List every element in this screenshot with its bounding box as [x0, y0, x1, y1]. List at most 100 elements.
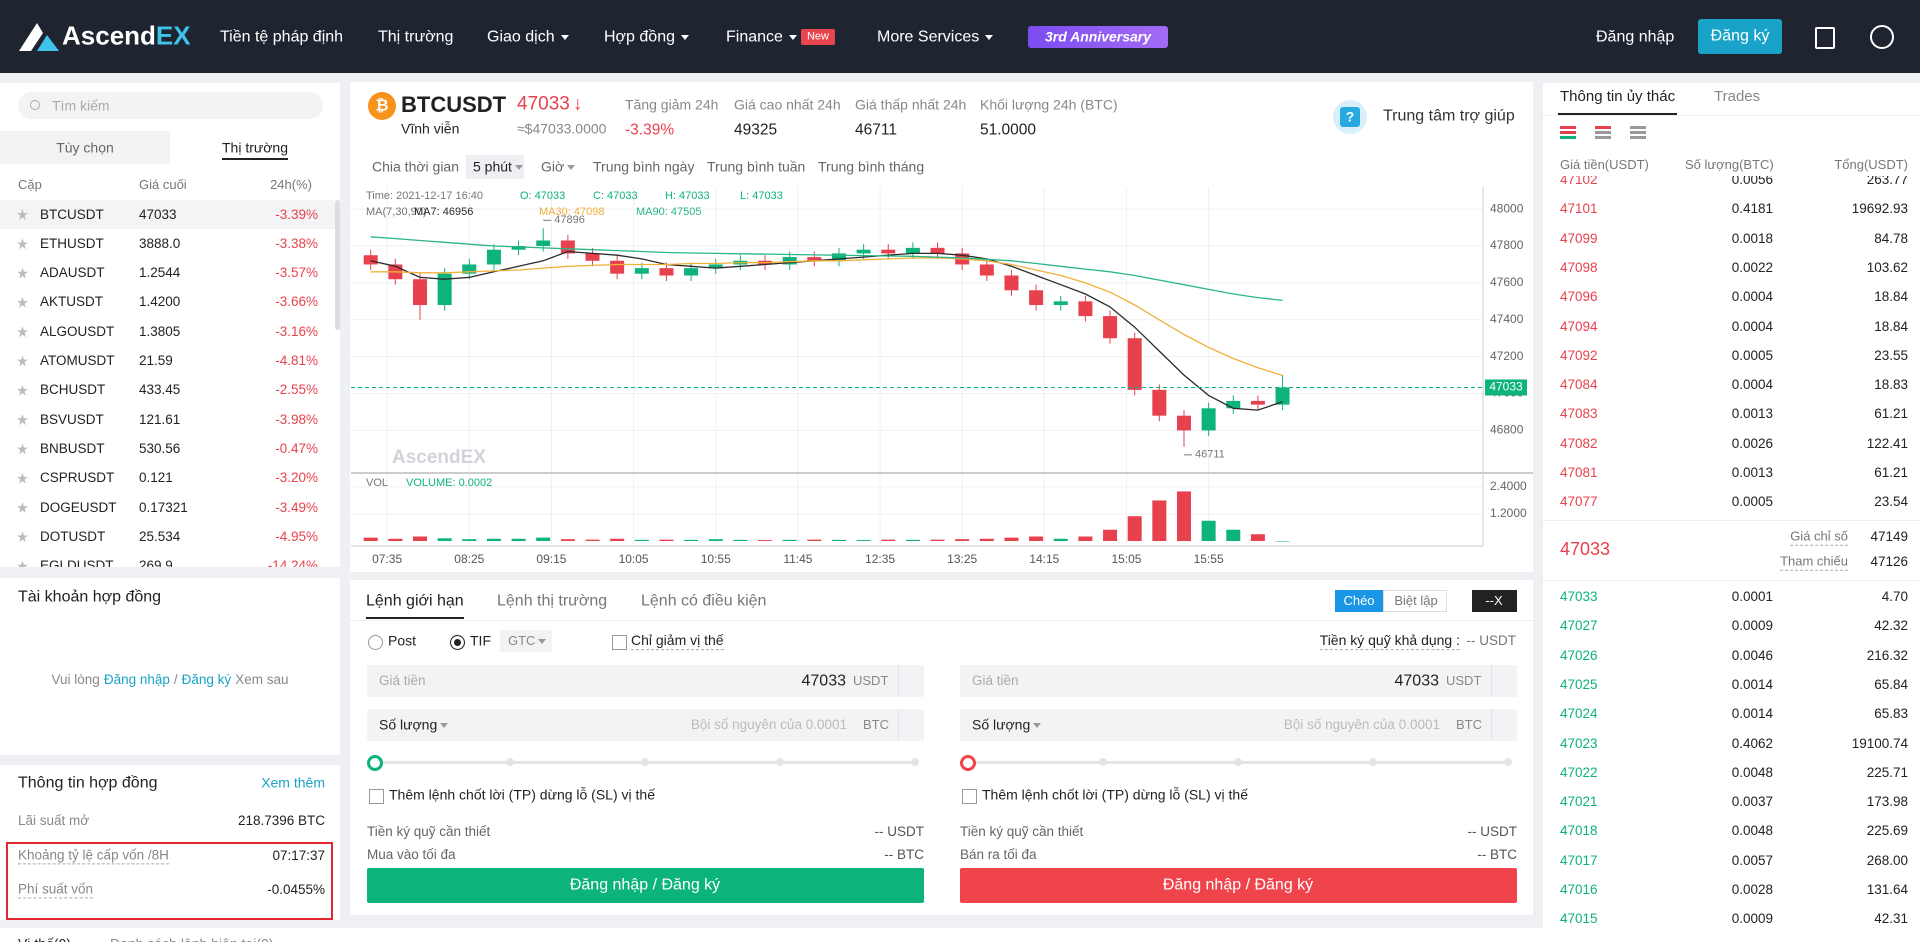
book-price[interactable]: 47021 [1560, 794, 1598, 809]
stepper[interactable] [1491, 709, 1518, 741]
slider-handle[interactable] [960, 755, 976, 771]
market-row[interactable]: EGLDUSDT 269.9 -14.24% [0, 552, 335, 567]
book-total: 263.77 [1866, 176, 1908, 187]
nav-item[interactable]: Giao dịch [487, 28, 555, 46]
nav-item[interactable]: Tiền tệ pháp định [220, 28, 344, 46]
book-total: 61.21 [1874, 464, 1908, 480]
book-tab[interactable]: Trades [1714, 88, 1761, 105]
book-price[interactable]: 47083 [1560, 406, 1598, 422]
radio-post[interactable] [368, 635, 383, 650]
dropdown-caret [515, 165, 523, 170]
book-price[interactable]: 47092 [1560, 347, 1598, 363]
nav-item[interactable]: More Services [877, 28, 980, 46]
book-view-icon[interactable] [1630, 126, 1646, 140]
help-icon[interactable]: ? [1333, 100, 1367, 134]
language-icon[interactable] [1870, 25, 1894, 49]
bottom-tab[interactable]: Danh sách lệnh hiện tại(0) [110, 936, 273, 942]
book-price[interactable]: 47099 [1560, 230, 1598, 246]
market-row[interactable]: BCHUSDT 433.45 -2.55% [0, 376, 335, 405]
checkbox[interactable] [962, 789, 977, 804]
quantity-input[interactable]: Số lượng Bội số nguyên của 0.0001 BTC [960, 709, 1517, 741]
book-quantity: 0.0001 [1731, 588, 1773, 604]
market-tab[interactable]: Thị trường [221, 139, 289, 156]
market-row[interactable]: CSPRUSDT 0.121 -3.20% [0, 464, 335, 493]
market-tab[interactable]: Tùy chọn [56, 139, 114, 156]
chart-toolbar-item[interactable]: Trung bình tháng [818, 158, 925, 175]
download-icon[interactable] [1815, 27, 1835, 49]
bottom-tab[interactable]: Vị thế(0) [18, 936, 71, 942]
market-row[interactable]: ADAUSDT 1.2544 -3.57% [0, 259, 335, 288]
margin-toggle[interactable]: Biệt lập [1383, 590, 1447, 612]
leverage-button[interactable]: --X [1472, 590, 1517, 612]
logo[interactable]: AscendEX [62, 20, 191, 51]
price-input[interactable]: Giá tiền 47033 USDT [367, 665, 924, 697]
register-button[interactable]: Đăng ký [1698, 19, 1782, 54]
radio-tif[interactable] [450, 635, 465, 650]
book-price[interactable]: 47094 [1560, 318, 1598, 334]
checkbox[interactable] [612, 635, 627, 650]
stat-label: Giá thấp nhất 24h [855, 96, 967, 113]
stepper[interactable] [898, 709, 925, 741]
chart-toolbar-item[interactable]: Giờ [541, 158, 565, 175]
nav-item[interactable]: Thị trường [378, 28, 454, 46]
submit-button[interactable]: Đăng nhập / Đăng ký [960, 868, 1517, 903]
book-price[interactable]: 47022 [1560, 764, 1598, 780]
book-price[interactable]: 47033 [1560, 588, 1598, 604]
book-price[interactable]: 47023 [1560, 735, 1598, 751]
book-price[interactable]: 47098 [1560, 259, 1598, 275]
book-price[interactable]: 47026 [1560, 647, 1598, 663]
quantity-input[interactable]: Số lượng Bội số nguyên của 0.0001 BTC [367, 709, 924, 741]
market-row[interactable]: ALGOUSDT 1.3805 -3.16% [0, 317, 335, 346]
market-row[interactable]: ETHUSDT 3888.0 -3.38% [0, 229, 335, 258]
market-row[interactable]: BTCUSDT 47033 -3.39% [0, 200, 335, 229]
book-price[interactable]: 47015 [1560, 911, 1598, 927]
stepper[interactable] [898, 665, 925, 697]
chart-toolbar-item[interactable]: 5 phút [473, 158, 512, 175]
market-row[interactable]: BNBUSDT 530.56 -0.47% [0, 434, 335, 463]
book-view-icon[interactable] [1595, 126, 1611, 140]
message-part[interactable]: Đăng nhập [103, 671, 170, 687]
market-row[interactable]: DOGEUSDT 0.17321 -3.49% [0, 493, 335, 522]
book-price[interactable]: 47096 [1560, 289, 1598, 305]
submit-button[interactable]: Đăng nhập / Đăng ký [367, 868, 924, 903]
message-part[interactable]: Đăng ký [181, 671, 232, 687]
logo-text: Ascend [62, 20, 156, 51]
order-tab[interactable]: Lệnh có điều kiện [641, 592, 767, 610]
book-price[interactable]: 47016 [1560, 881, 1598, 897]
margin-toggle-active[interactable]: Chéo [1335, 590, 1383, 612]
stepper[interactable] [1491, 665, 1518, 697]
order-tab[interactable]: Lệnh thị trường [497, 592, 608, 610]
market-row[interactable]: AKTUSDT 1.4200 -3.66% [0, 288, 335, 317]
book-tab[interactable]: Thông tin ủy thác [1560, 88, 1676, 105]
book-price[interactable]: 47102 [1560, 176, 1598, 187]
book-price[interactable]: 47101 [1560, 201, 1598, 217]
book-price[interactable]: 47077 [1560, 494, 1598, 510]
book-price[interactable]: 47025 [1560, 676, 1598, 692]
slider-handle[interactable] [367, 755, 383, 771]
chart-toolbar-item[interactable]: Trung bình ngày [593, 158, 695, 175]
market-row[interactable]: ATOMUSDT 21.59 -4.81% [0, 347, 335, 376]
market-price: 25.534 [139, 528, 181, 544]
order-tab[interactable]: Lệnh giới hạn [366, 592, 464, 610]
checkbox[interactable] [369, 789, 384, 804]
book-price[interactable]: 47018 [1560, 823, 1598, 839]
gtc-select[interactable]: GTC [500, 630, 552, 652]
nav-item[interactable]: Finance [726, 28, 783, 46]
book-price[interactable]: 47024 [1560, 706, 1598, 722]
market-row[interactable]: BSVUSDT 121.61 -3.98% [0, 405, 335, 434]
anniversary-badge[interactable]: 3rd Anniversary [1028, 26, 1168, 48]
chart-toolbar-item[interactable]: Trung bình tuần [707, 158, 806, 175]
price-input[interactable]: Giá tiền 47033 USDT [960, 665, 1517, 697]
book-price[interactable]: 47081 [1560, 464, 1598, 480]
book-view-icon[interactable] [1560, 126, 1576, 140]
more-link[interactable]: Xem thêm [261, 774, 325, 791]
nav-item[interactable]: Hợp đồng [604, 28, 675, 46]
market-row[interactable]: DOTUSDT 25.534 -4.95% [0, 522, 335, 551]
login-link[interactable]: Đăng nhập [1596, 28, 1675, 46]
book-price[interactable]: 47027 [1560, 618, 1598, 634]
search-box[interactable]: Tìm kiếm [18, 92, 323, 119]
help-link[interactable]: Trung tâm trợ giúp [1383, 107, 1515, 125]
book-price[interactable]: 47082 [1560, 435, 1598, 451]
book-price[interactable]: 47084 [1560, 377, 1598, 392]
book-price[interactable]: 47017 [1560, 852, 1598, 868]
